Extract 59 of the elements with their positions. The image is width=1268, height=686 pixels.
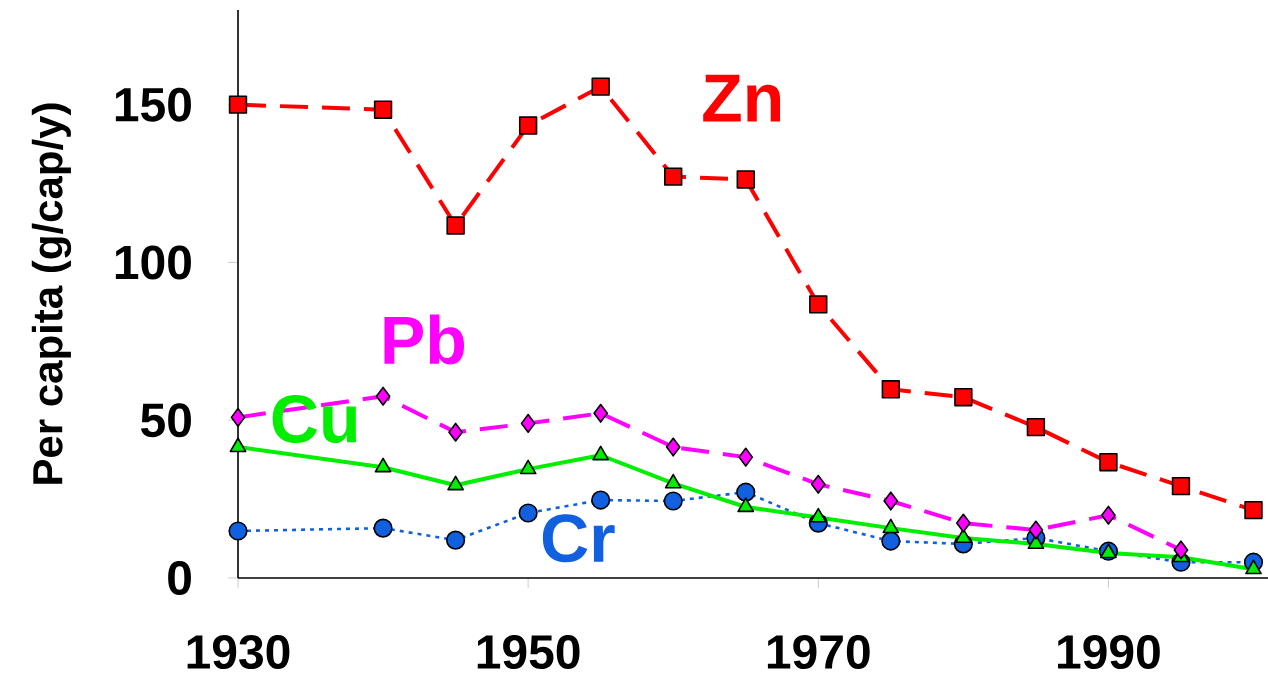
y-tick-label: 150 (115, 87, 191, 122)
point (518, 503, 538, 523)
point (1245, 559, 1262, 575)
point (738, 447, 754, 467)
point (1244, 500, 1263, 520)
point (1026, 417, 1046, 437)
point (1101, 505, 1116, 525)
x-tick-label: 1990 (1058, 635, 1160, 670)
point (591, 77, 610, 96)
point (955, 513, 971, 533)
point (881, 380, 901, 399)
series-label: Zn (703, 74, 781, 122)
point (519, 459, 537, 475)
point (736, 170, 755, 189)
point (448, 422, 464, 442)
point (591, 490, 611, 510)
x-tick-label: 1930 (187, 635, 290, 670)
point (230, 407, 246, 427)
point (954, 387, 973, 407)
point (592, 445, 610, 461)
point (664, 473, 682, 489)
point (518, 116, 538, 135)
y-tick-label: 0 (168, 561, 191, 595)
point (1099, 452, 1118, 472)
point (593, 403, 609, 423)
point (954, 528, 972, 544)
point (882, 518, 900, 534)
point (883, 491, 899, 511)
point (1028, 520, 1044, 540)
y-tick-label: 100 (115, 245, 191, 280)
series-label: Pb (384, 314, 465, 365)
point (809, 295, 828, 314)
point (228, 95, 248, 114)
point (228, 521, 248, 541)
point (520, 413, 536, 433)
point (446, 530, 466, 550)
x-tick-label: 1970 (767, 635, 870, 670)
point (447, 475, 465, 491)
point (1173, 540, 1189, 560)
y-axis-title: Per capita (g/cap/y) (31, 103, 72, 484)
point (375, 386, 391, 406)
series-label: Cr (542, 514, 615, 563)
point (1171, 476, 1191, 496)
point (663, 491, 683, 511)
point (373, 518, 393, 538)
point (446, 216, 465, 235)
point (373, 100, 393, 119)
x-tick-label: 1950 (477, 635, 580, 670)
y-tick-label: 50 (141, 403, 191, 438)
point (664, 167, 683, 186)
point (810, 474, 826, 494)
point (881, 531, 901, 551)
point (229, 437, 247, 453)
point (665, 437, 681, 457)
point (737, 497, 755, 513)
series-label: Cu (272, 394, 357, 444)
point (736, 482, 756, 502)
point (809, 507, 827, 523)
point (374, 457, 392, 473)
